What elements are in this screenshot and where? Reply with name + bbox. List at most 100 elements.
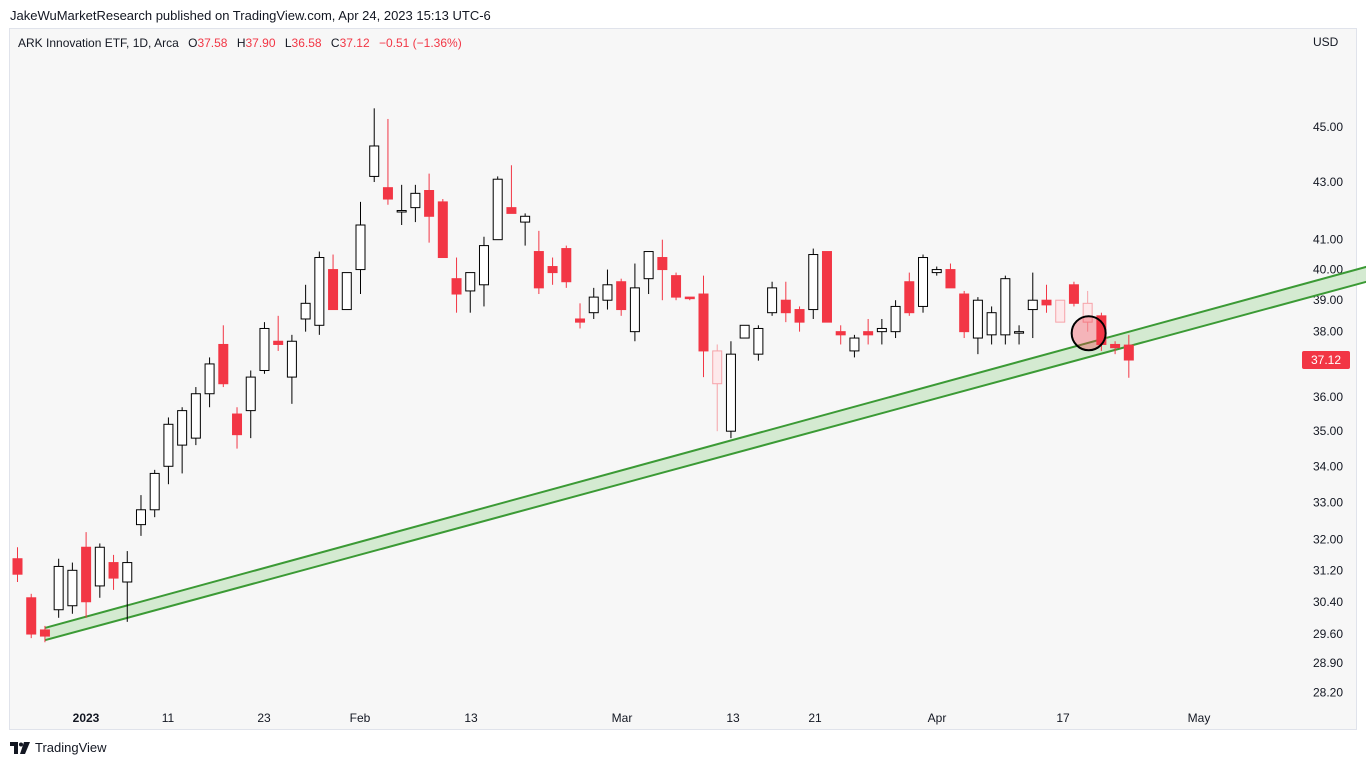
candle[interactable] [945, 263, 956, 289]
candle[interactable] [465, 272, 476, 313]
candle[interactable] [547, 257, 558, 285]
candle[interactable] [808, 248, 819, 319]
candle[interactable] [382, 118, 393, 205]
candle[interactable] [81, 532, 92, 618]
candle[interactable] [1082, 290, 1093, 332]
candle-body [972, 299, 983, 339]
candle[interactable] [835, 325, 846, 345]
candle[interactable] [657, 239, 668, 301]
candle[interactable] [876, 318, 887, 345]
chart-pane[interactable] [9, 28, 1357, 730]
candle[interactable] [986, 306, 997, 345]
close-value: 37.12 [339, 36, 370, 50]
trend-channel-lower-line[interactable] [44, 268, 1366, 642]
candle[interactable] [204, 357, 215, 408]
tradingview-brand[interactable]: TradingView [10, 740, 107, 755]
trend-channel-upper-line[interactable] [44, 253, 1366, 629]
candle[interactable] [767, 281, 778, 316]
candle-body [918, 257, 929, 307]
candle[interactable] [890, 300, 901, 339]
candle[interactable] [1027, 272, 1038, 339]
candle[interactable] [232, 407, 243, 449]
candle[interactable] [671, 272, 682, 301]
candle[interactable] [108, 554, 119, 590]
candle[interactable] [314, 251, 325, 335]
candle[interactable] [135, 495, 146, 536]
candle[interactable] [1041, 284, 1052, 313]
candle[interactable] [725, 341, 736, 439]
candle[interactable] [259, 322, 270, 374]
candle[interactable] [12, 547, 23, 583]
candle[interactable] [780, 281, 791, 323]
candle[interactable] [26, 593, 37, 639]
candle[interactable] [39, 625, 50, 643]
currency-label[interactable]: USD [1313, 35, 1339, 49]
candle[interactable] [94, 543, 105, 598]
candle[interactable] [959, 290, 970, 339]
candle[interactable] [849, 334, 860, 358]
candle[interactable] [561, 245, 572, 288]
candle[interactable] [931, 266, 942, 276]
candle[interactable] [1000, 275, 1011, 345]
candle[interactable] [67, 562, 78, 614]
candle-body [382, 187, 393, 200]
candle-body [698, 293, 709, 352]
candle-body [424, 190, 435, 217]
candle-body [520, 215, 531, 223]
candle[interactable] [821, 251, 832, 323]
candle[interactable] [588, 287, 599, 319]
candle[interactable] [616, 278, 627, 316]
candle[interactable] [190, 387, 201, 446]
candle[interactable] [1068, 281, 1079, 307]
candle[interactable] [437, 199, 448, 259]
candle[interactable] [904, 272, 915, 316]
brand-name: TradingView [35, 740, 107, 755]
candle[interactable] [918, 254, 929, 313]
trend-channel-band[interactable] [44, 253, 1366, 641]
candle[interactable] [410, 184, 421, 223]
candle[interactable] [245, 370, 256, 439]
candle[interactable] [712, 344, 723, 432]
candle[interactable] [53, 558, 64, 618]
candle[interactable] [451, 257, 462, 313]
candle[interactable] [163, 417, 174, 485]
candle[interactable] [753, 325, 764, 361]
candle[interactable] [149, 469, 160, 518]
candle[interactable] [424, 173, 435, 243]
candle[interactable] [698, 275, 709, 378]
candle[interactable] [863, 318, 874, 345]
highlight-circle[interactable] [1070, 315, 1107, 352]
candle[interactable] [1123, 334, 1134, 378]
candle[interactable] [122, 551, 133, 622]
candle[interactable] [629, 263, 640, 342]
symbol-name[interactable]: ARK Innovation ETF, 1D, Arca [18, 36, 179, 50]
candle[interactable] [177, 407, 188, 474]
candle[interactable] [794, 306, 805, 332]
candle[interactable] [506, 165, 517, 214]
candle[interactable] [328, 254, 339, 311]
candle[interactable] [341, 272, 352, 311]
candle[interactable] [273, 315, 284, 351]
candle[interactable] [1110, 341, 1121, 355]
candle[interactable] [533, 230, 544, 295]
candle[interactable] [300, 284, 311, 332]
candle-body [725, 353, 736, 432]
candle[interactable] [369, 108, 380, 183]
candle[interactable] [643, 251, 654, 295]
candle[interactable] [478, 236, 489, 307]
candle[interactable] [218, 325, 229, 388]
candle[interactable] [972, 297, 983, 355]
candle[interactable] [739, 324, 750, 339]
candle[interactable] [396, 184, 407, 226]
candle[interactable] [492, 176, 503, 241]
candle[interactable] [602, 269, 613, 310]
candle[interactable] [520, 213, 531, 246]
candle[interactable] [355, 201, 366, 295]
candle[interactable] [286, 334, 297, 404]
candle[interactable] [684, 296, 695, 301]
candle[interactable] [1014, 325, 1025, 345]
candle[interactable] [575, 303, 586, 329]
candle[interactable] [1055, 299, 1066, 323]
candle-body [341, 272, 352, 311]
